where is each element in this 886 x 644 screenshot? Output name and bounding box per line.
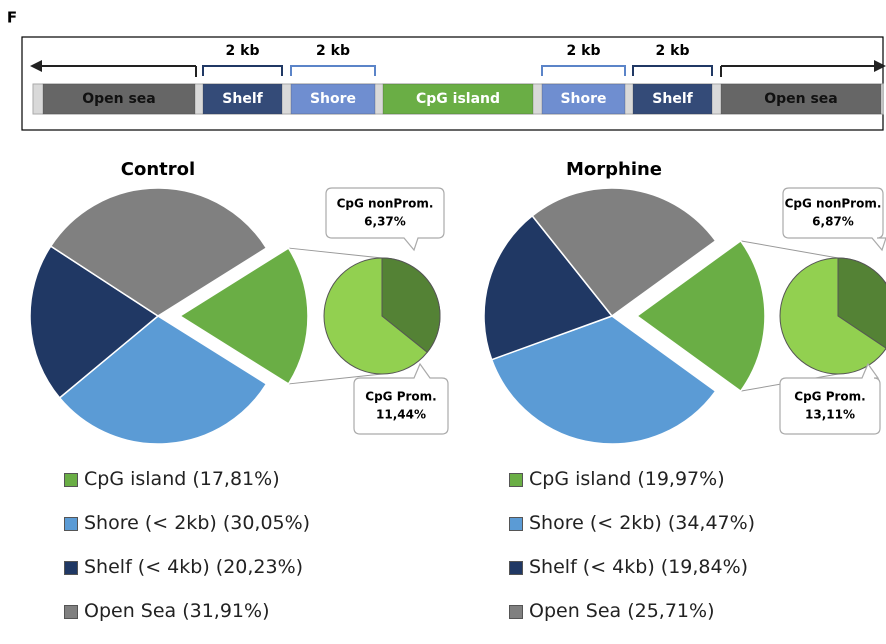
callout-cpg-nonprom: CpG nonProm. 6,87%: [782, 187, 886, 252]
open-sea-arrowhead: [30, 60, 42, 72]
callout-value: 11,44%: [376, 408, 426, 422]
callout-box: [325, 187, 445, 252]
region-label: Shelf: [222, 91, 263, 107]
legend-label: CpG island (17,81%): [84, 468, 280, 490]
legend-label: Shore (< 2kb) (30,05%): [84, 512, 311, 534]
callout-label: CpG nonProm.: [337, 197, 434, 211]
pie-slice-open-sea: [531, 187, 717, 318]
pie-slice-shore: [58, 315, 268, 445]
legend-label: Shelf (< 4kb) (19,84%): [529, 556, 749, 578]
callout-label: CpG Prom.: [365, 390, 436, 404]
kb-label: 2 kb: [316, 43, 350, 59]
region-segment: [202, 83, 283, 115]
region-label: Shore: [560, 91, 606, 107]
callout-value: 13,11%: [805, 408, 855, 422]
callout-value: 6,87%: [812, 215, 854, 229]
region-segment: [290, 83, 376, 115]
legend-label: Open Sea (25,71%): [529, 600, 715, 622]
breakdown-slice-cpg-nonprom: [837, 257, 886, 349]
region-label: Shore: [310, 91, 356, 107]
pie-slice-cpg-island: [635, 239, 766, 393]
region-label: Open sea: [82, 91, 156, 107]
kb-bracket: [290, 65, 376, 76]
legend-label: Open Sea (31,91%): [84, 600, 270, 622]
callout-label: CpG Prom.: [794, 390, 865, 404]
kb-label: 2 kb: [226, 43, 260, 59]
connector-line: [288, 247, 383, 259]
breakdown-slice-cpg-nonprom: [381, 257, 441, 354]
callout-cpg-prom: CpG Prom. 13,11%: [779, 362, 881, 435]
connector-line: [740, 240, 839, 259]
panel-letter: F: [7, 9, 17, 27]
region-label: Shelf: [652, 91, 693, 107]
legend-swatch-open-sea: [64, 605, 78, 619]
legend-swatch-shelf: [509, 561, 523, 575]
legend-swatch-shore: [64, 517, 78, 531]
callout-cpg-nonprom: CpG nonProm. 6,37%: [325, 187, 445, 252]
region-label: Open sea: [764, 91, 838, 107]
callout-cpg-prom: CpG Prom. 11,44%: [353, 362, 449, 435]
region-segment: [541, 83, 626, 115]
kb-bracket: [202, 65, 283, 76]
pie-slice-shelf: [29, 245, 160, 399]
chart-title: Morphine: [566, 159, 662, 180]
region-segment: [720, 83, 882, 115]
region-segment: [632, 83, 713, 115]
callout-box: [782, 187, 886, 252]
figure-canvas: F Open sea Shelf Shore CpG island Shore Shelf O…: [7, 9, 886, 445]
open-sea-arrowhead: [874, 60, 886, 72]
connector-line: [288, 373, 383, 385]
legend-label: Shore (< 2kb) (34,47%): [529, 512, 756, 534]
legend-swatch-open-sea: [509, 605, 523, 619]
legend-swatch-cpg-island: [64, 473, 78, 487]
legend-swatch-cpg-island: [509, 473, 523, 487]
pie-slice-shore: [490, 315, 717, 445]
callout-box: [353, 362, 449, 435]
pie-slice-cpg-island: [178, 247, 309, 385]
legend-swatch-shore: [509, 517, 523, 531]
kb-label: 2 kb: [656, 43, 690, 59]
region-segment: [42, 83, 196, 115]
kb-bracket: [541, 65, 626, 76]
callout-value: 6,37%: [364, 215, 406, 229]
callout-label: CpG nonProm.: [785, 197, 882, 211]
chart-title: Control: [121, 159, 195, 180]
kb-label: 2 kb: [567, 43, 601, 59]
pie-slice-open-sea: [49, 187, 268, 317]
legend-swatch-shelf: [64, 561, 78, 575]
callout-box: [779, 362, 881, 435]
pie-slice-shelf: [483, 214, 614, 361]
region-segment: [382, 83, 534, 115]
kb-bracket: [632, 65, 713, 76]
legend-label: Shelf (< 4kb) (20,23%): [84, 556, 304, 578]
region-label: CpG island: [416, 91, 500, 107]
legend-label: CpG island (19,97%): [529, 468, 725, 490]
